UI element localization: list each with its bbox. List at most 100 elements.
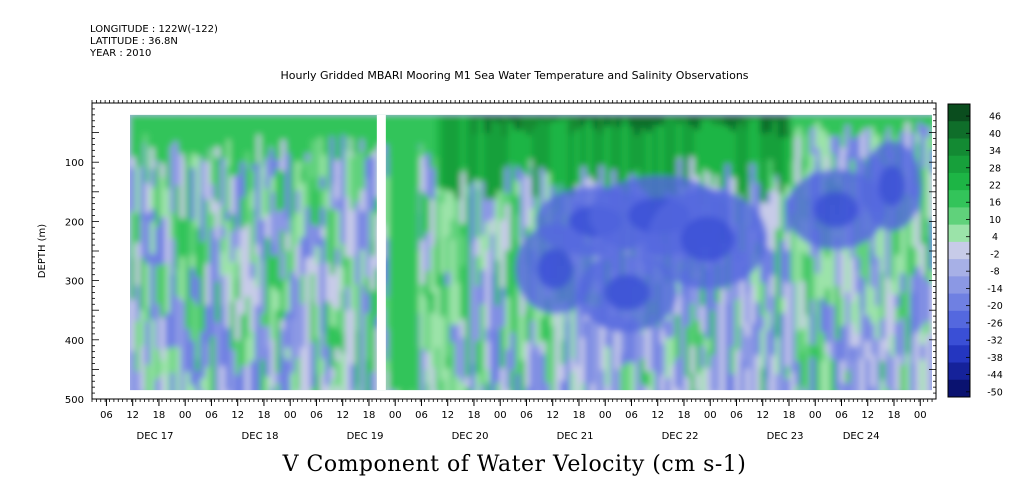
field-cell (770, 190, 779, 222)
field-cell (365, 313, 374, 361)
field-cell (155, 164, 163, 208)
surface-core-cell (760, 114, 767, 134)
surface-core-cell (736, 114, 743, 123)
surface-band-cell (472, 114, 479, 180)
field-cell (515, 195, 525, 215)
field-cell (870, 323, 877, 356)
colorbar-label: 16 (989, 198, 1001, 209)
field-cell (765, 138, 774, 192)
field-cell (675, 294, 684, 315)
field-cell (345, 287, 354, 311)
field-cell (160, 217, 169, 265)
field-cell (200, 378, 207, 391)
field-cell (190, 167, 198, 221)
field-cell (285, 359, 295, 391)
field-cell (635, 363, 642, 391)
field-cell (320, 176, 330, 189)
field-cell (885, 350, 894, 389)
field-cell (820, 114, 830, 166)
field-cell (550, 325, 557, 358)
surface-band-cell (694, 114, 701, 176)
field-cell (645, 371, 652, 388)
field-cell (680, 351, 689, 391)
field-cell (445, 356, 453, 369)
field-cell (235, 175, 245, 226)
field-cell (620, 353, 629, 367)
field-cell (260, 359, 267, 391)
day-label: DEC 20 (452, 431, 489, 442)
y-tick-label: 500 (65, 395, 84, 406)
field-cell (245, 141, 252, 168)
field-cell (220, 226, 230, 239)
field-cell (285, 250, 292, 282)
surface-band-cell (262, 114, 269, 159)
field-cell (160, 373, 167, 391)
field-cell (865, 284, 874, 316)
heatmap-field (130, 114, 932, 391)
field-cell (340, 267, 347, 291)
surface-band-cell (640, 114, 647, 190)
field-cell (370, 241, 377, 257)
field-cell (830, 359, 839, 391)
field-cell (595, 332, 602, 382)
field-cell (855, 256, 864, 271)
field-cell (925, 137, 932, 183)
surface-core-cell (496, 114, 503, 123)
field-cell (705, 338, 715, 351)
field-cell (290, 163, 297, 218)
colorbar-swatch (948, 328, 970, 346)
surface-band-cell (562, 114, 569, 195)
field-cell (490, 218, 497, 235)
field-cell (310, 224, 320, 257)
field-cell (165, 216, 175, 263)
field-cell (890, 281, 897, 294)
surface-band-cell (442, 114, 449, 190)
surface-core-cell (484, 114, 491, 133)
field-cell (365, 360, 374, 391)
field-cell (240, 270, 249, 315)
field-cell (215, 370, 222, 391)
field-cell (635, 165, 644, 185)
field-cell (200, 194, 210, 242)
field-cell (330, 209, 340, 229)
surface-band-cell (814, 114, 821, 123)
field-cell (250, 331, 258, 362)
field-cell (910, 275, 920, 293)
field-cell (230, 301, 239, 350)
surface-band-cell (160, 114, 167, 164)
field-cell (880, 114, 889, 163)
surface-core-cell (742, 114, 749, 129)
field-cell (170, 238, 179, 275)
field-cell (925, 218, 932, 238)
field-cell (275, 373, 282, 384)
field-cell (320, 226, 328, 239)
field-cell (335, 328, 344, 348)
field-cell (180, 300, 190, 354)
field-cell (865, 340, 875, 359)
surface-core-cell (688, 114, 695, 126)
field-cell (785, 366, 795, 380)
field-cell (195, 186, 204, 213)
field-cell (545, 341, 552, 383)
x-tick-label: 18 (783, 410, 796, 421)
field-cell (295, 140, 305, 191)
surface-band-cell (130, 114, 137, 157)
field-cell (770, 221, 779, 252)
field-cell (910, 197, 917, 247)
field-cell (720, 289, 728, 338)
field-cell (685, 326, 692, 377)
colorbar-label: -44 (987, 370, 1003, 381)
field-cell (275, 383, 285, 391)
surface-band-cell (898, 114, 905, 132)
field-cell (785, 325, 795, 367)
field-cell (160, 317, 167, 361)
field-cell (210, 389, 220, 391)
field-cell (210, 167, 218, 185)
field-cell (170, 159, 179, 214)
surface-band-cell (208, 114, 215, 149)
surface-core-cell (592, 114, 599, 129)
field-cell (320, 238, 327, 290)
field-cell (330, 184, 340, 210)
field-cell (445, 368, 454, 391)
field-cell (590, 383, 600, 391)
